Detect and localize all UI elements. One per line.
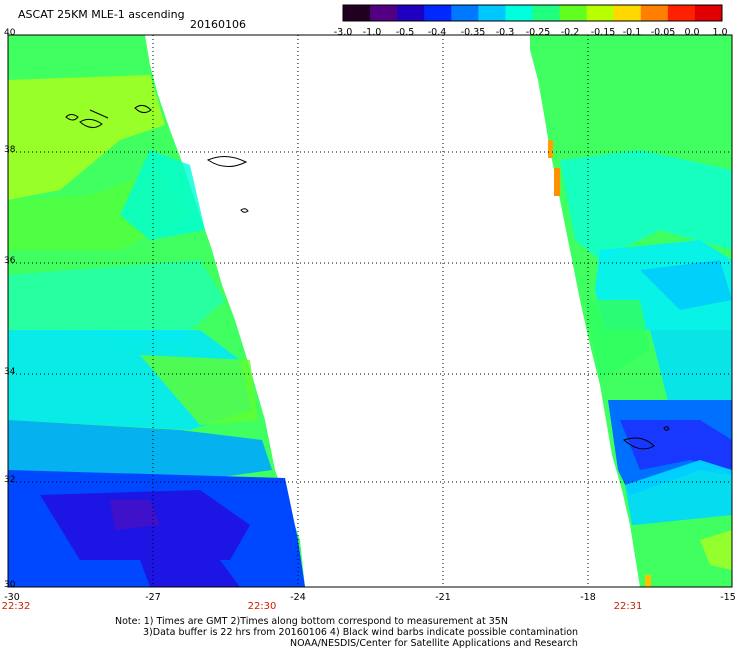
colorbar-label: -0.05 xyxy=(650,27,676,38)
lat-label: 40 xyxy=(4,28,16,38)
azores-island-5 xyxy=(206,156,248,167)
right-swath-cyan1 xyxy=(560,150,732,260)
colorbar-swatch xyxy=(667,5,696,21)
lat-label: 36 xyxy=(4,256,16,266)
colorbar-label: -3.0 xyxy=(333,27,353,38)
product-date: 20160106 xyxy=(190,18,246,31)
lon-label: -30 xyxy=(4,592,20,603)
colorbar-swatch xyxy=(694,5,723,21)
azores-island-6 xyxy=(240,208,249,213)
lon-label: -21 xyxy=(435,592,451,603)
left-swath-lightblue xyxy=(8,420,272,480)
colorbar-swatch xyxy=(640,5,669,21)
colorbar-swatch xyxy=(505,5,533,21)
colorbar-swatch xyxy=(424,5,452,21)
note-line-3: NOAA/NESDIS/Center for Satellite Applica… xyxy=(290,638,578,649)
azores-island-3 xyxy=(89,109,109,119)
right-swath-cyan4 xyxy=(625,460,732,525)
note-line-1: Note: 1) Times are GMT 2)Times along bot… xyxy=(115,616,508,627)
colorbar-frame xyxy=(342,4,723,22)
colorbar-label: -0.2 xyxy=(560,27,580,38)
colorbar-label: 0.0 xyxy=(684,27,700,38)
time-label: 22:31 xyxy=(613,601,643,612)
lon-label: -24 xyxy=(290,592,306,603)
right-swath-orange1 xyxy=(548,140,553,158)
lat-label: 38 xyxy=(4,145,16,155)
lon-label: -18 xyxy=(580,592,596,603)
island-outlines xyxy=(65,104,670,450)
colorbar-swatch xyxy=(586,5,615,21)
right-swath-green1 xyxy=(585,300,650,380)
map-frame xyxy=(7,34,733,588)
right-swath-darkblue xyxy=(620,420,732,470)
azores-island-1 xyxy=(65,114,79,121)
colorbar-swatch xyxy=(613,5,642,21)
right-swath-cyan3 xyxy=(650,330,732,410)
colorbar-swatch xyxy=(397,5,425,21)
left-swath-purple xyxy=(110,500,160,530)
colorbar-label: -0.5 xyxy=(395,27,415,38)
graticule xyxy=(8,35,732,587)
azores-island-2 xyxy=(79,118,103,128)
colorbar-label: -0.4 xyxy=(427,27,447,38)
time-label: 22:30 xyxy=(247,601,277,612)
left-swath-darkblue2 xyxy=(140,560,240,587)
colorbar-label: -0.3 xyxy=(495,27,515,38)
colorbar-label: -0.15 xyxy=(590,27,616,38)
left-swath-yellowgreen xyxy=(8,75,165,200)
lon-label: -15 xyxy=(720,592,736,603)
right-swath-lightblue xyxy=(640,260,732,310)
colorbar-swatch xyxy=(451,5,479,21)
colorbar-swatch xyxy=(370,5,398,21)
colorbar-swatch xyxy=(343,5,371,21)
product-title: ASCAT 25KM MLE-1 ascending xyxy=(18,8,185,21)
colorbar xyxy=(342,4,723,22)
lat-label: 34 xyxy=(4,367,16,377)
lon-label: -27 xyxy=(145,592,161,603)
right-swath-yellowgreen xyxy=(700,530,732,570)
lat-label: 30 xyxy=(4,580,16,590)
time-label: 22:32 xyxy=(1,601,31,612)
lat-label: 32 xyxy=(4,475,16,485)
azores-island-4 xyxy=(134,104,152,114)
right-swath-green2 xyxy=(635,515,732,587)
colorbar-swatch xyxy=(478,5,506,21)
right-swath-yellow xyxy=(645,575,651,587)
note-line-2: 3)Data buffer is 22 hrs from 20160106 4)… xyxy=(143,627,579,638)
left-swath-cyan2 xyxy=(8,260,225,340)
right-swath-orange2 xyxy=(554,168,560,196)
madeira-island xyxy=(623,437,655,450)
colorbar-label: -0.1 xyxy=(622,27,642,38)
colorbar-swatch xyxy=(532,5,561,21)
madeira-islet xyxy=(663,426,670,431)
colorbar-label: -0.35 xyxy=(460,27,486,38)
colorbar-swatch xyxy=(559,5,588,21)
colorbar-label: 1.0 xyxy=(712,27,728,38)
colorbar-label: -1.0 xyxy=(362,27,382,38)
colorbar-label: -0.25 xyxy=(525,27,551,38)
left-swath-cyan1 xyxy=(120,150,205,240)
left-swath-greenpatch xyxy=(140,355,258,425)
